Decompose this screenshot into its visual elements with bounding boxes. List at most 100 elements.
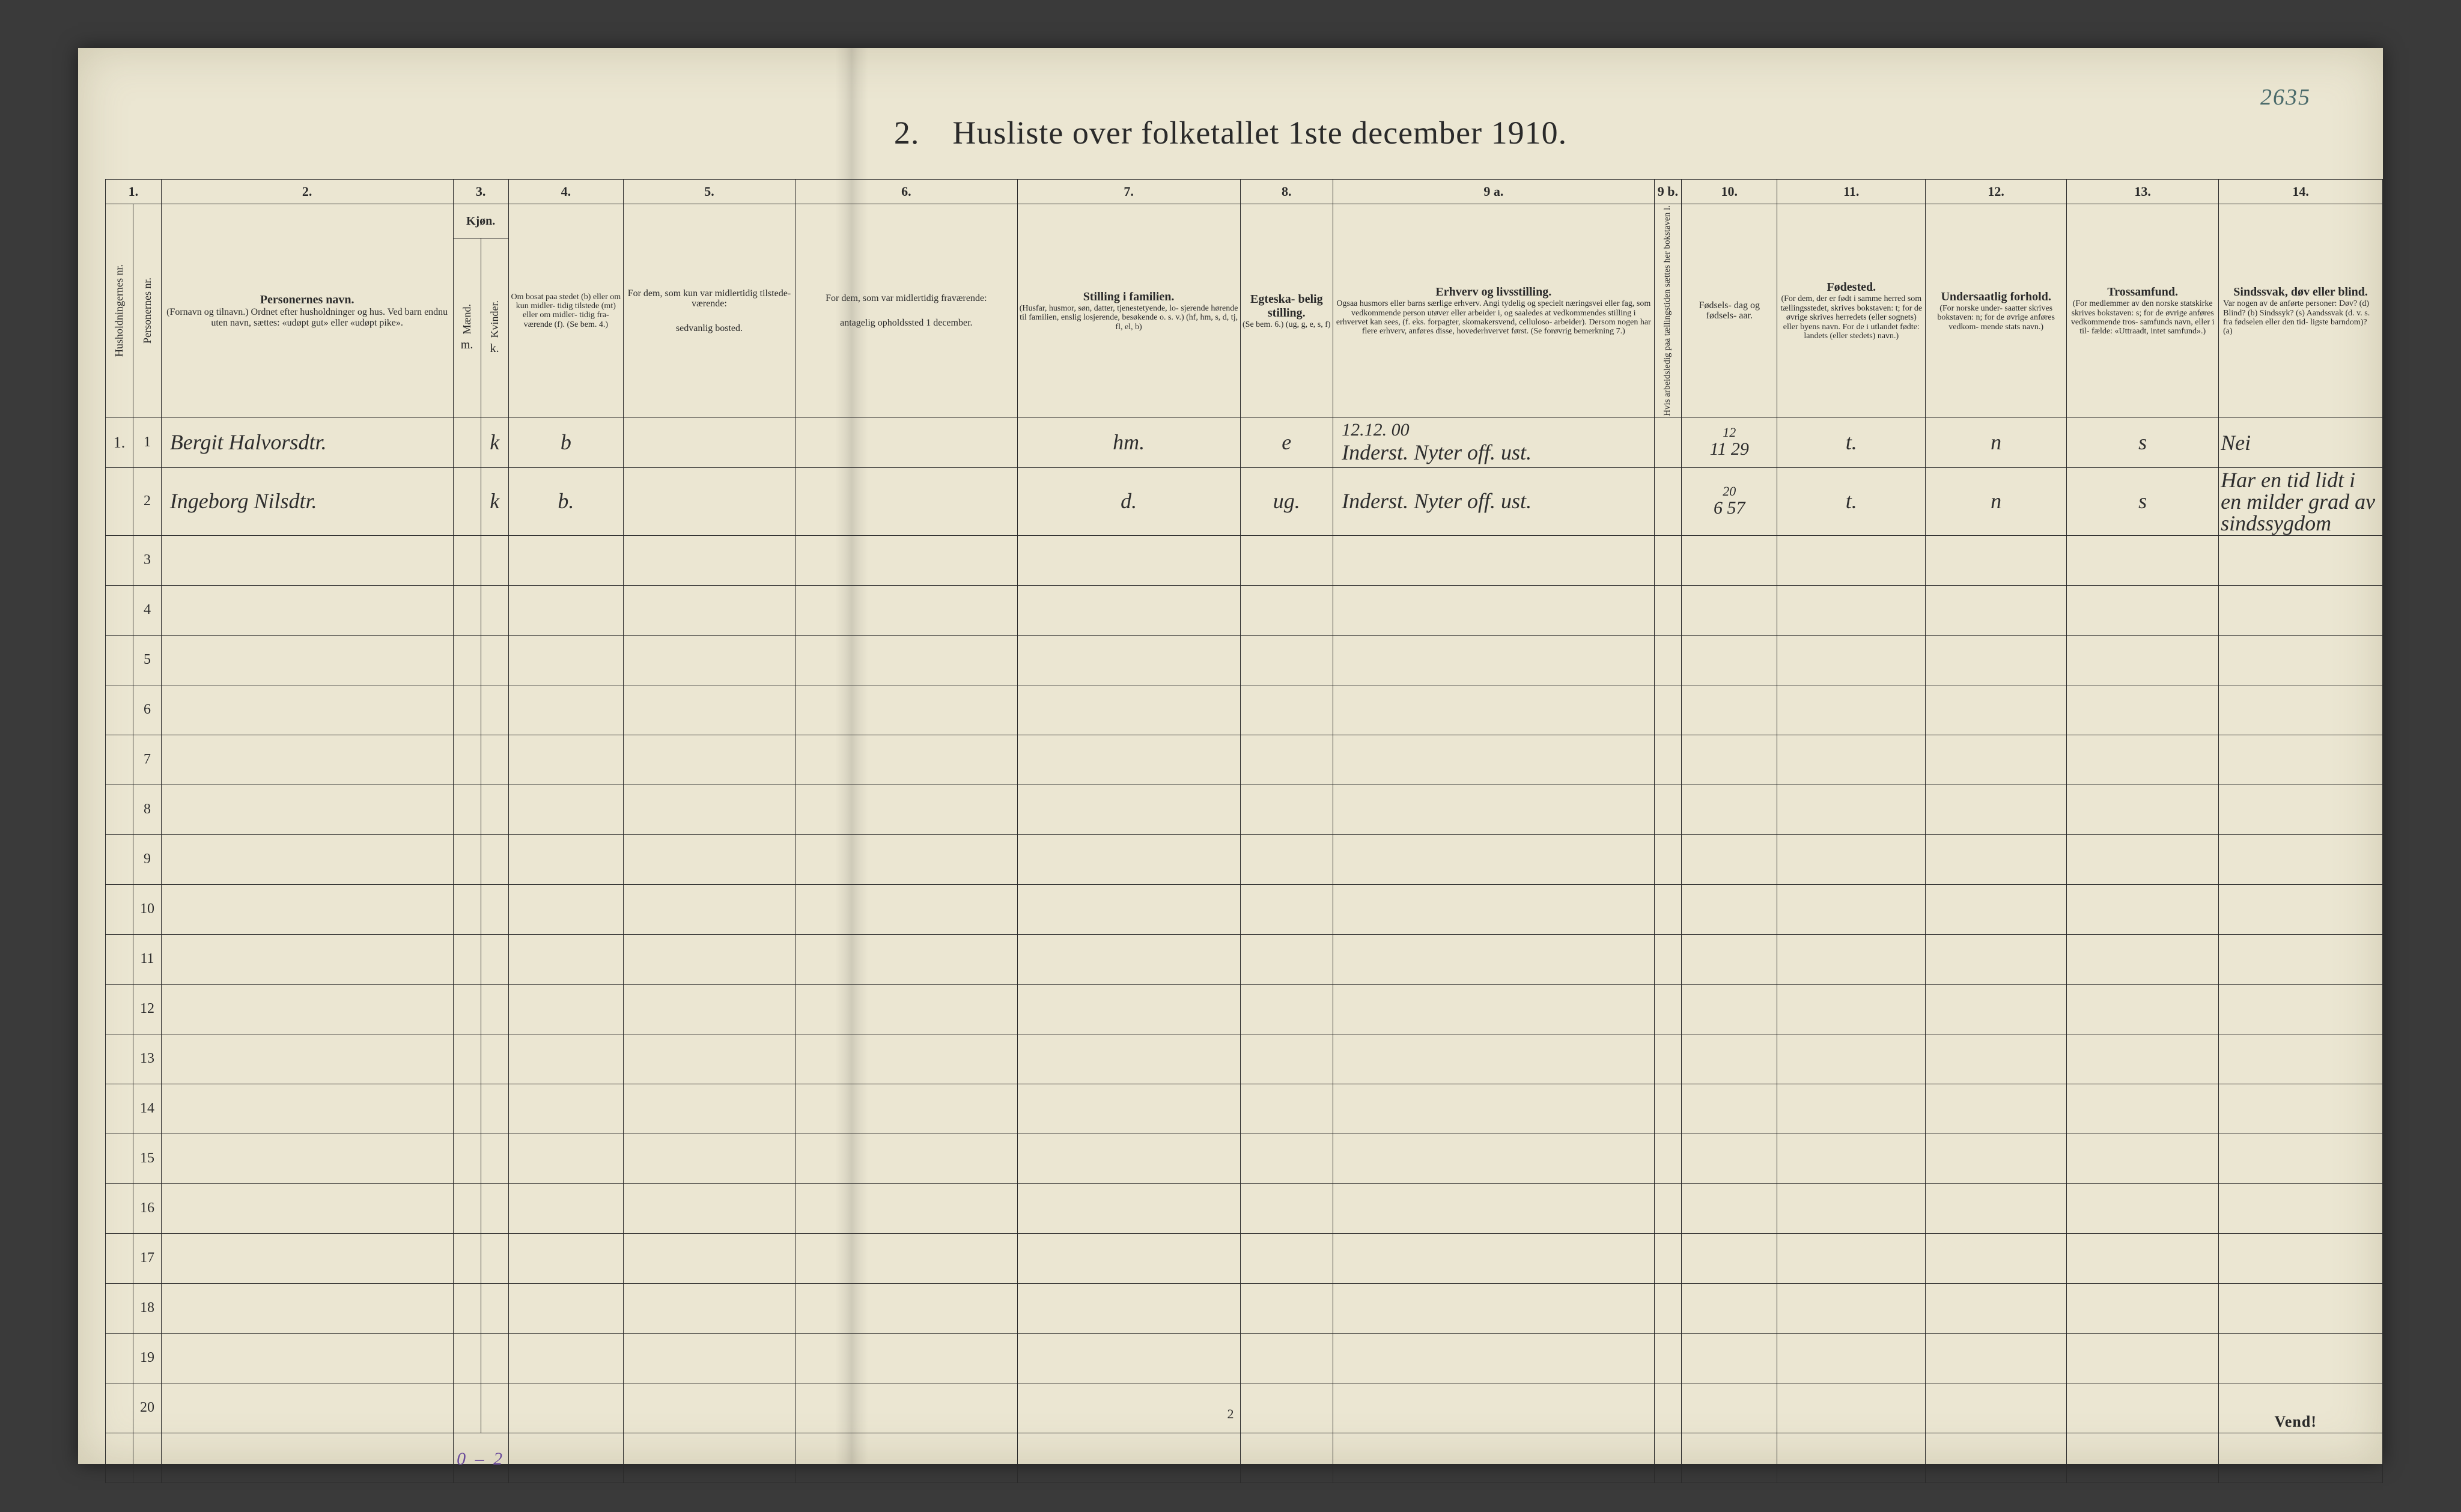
cell <box>106 535 133 585</box>
census-table: 1. 2. 3. 4. 5. 6. 7. 8. 9 a. 9 b. 10. 11… <box>105 179 2383 1483</box>
cell <box>453 685 481 735</box>
cell <box>481 884 508 934</box>
cell <box>1017 785 1240 834</box>
hdr-husholdning-nr: Husholdningernes nr. <box>106 204 133 418</box>
table-row: 13 <box>106 1034 2383 1084</box>
colnum-11: 11. <box>1777 180 1926 204</box>
cell <box>795 1333 1018 1383</box>
cell <box>481 785 508 834</box>
cell <box>1777 984 1926 1034</box>
cell <box>2067 535 2219 585</box>
table-row: 8 <box>106 785 2383 834</box>
cell-erhverv <box>1333 1283 1654 1333</box>
cell <box>1017 1183 1240 1233</box>
hdr-egteskab: Egteska- belig stilling. (Se bem. 6.) (u… <box>1240 204 1333 418</box>
cell <box>453 1283 481 1333</box>
cell-erhverv <box>1333 685 1654 735</box>
cell <box>795 585 1018 635</box>
table-row: 5 <box>106 635 2383 685</box>
cell <box>1777 884 1926 934</box>
cell-sinds: Nei <box>2219 417 2383 467</box>
cell <box>481 1183 508 1233</box>
cell: s <box>2067 417 2219 467</box>
cell <box>161 884 453 934</box>
table-row: 2Ingeborg Nilsdtr.kb.d.ug.Inderst. Nyter… <box>106 467 2383 535</box>
header-row: Husholdningernes nr. Personernes nr. Per… <box>106 204 2383 238</box>
cell <box>1017 834 1240 884</box>
cell <box>481 1084 508 1134</box>
table-row: 18 <box>106 1283 2383 1333</box>
hdr-kvinder: Kvinder. k. <box>481 238 508 418</box>
cell <box>623 735 795 785</box>
cell-fodt <box>1682 785 1777 834</box>
cell <box>1926 685 2067 735</box>
cell <box>1240 735 1333 785</box>
colnum-8: 8. <box>1240 180 1333 204</box>
cell <box>1777 1233 1926 1283</box>
cell-erhverv <box>1333 934 1654 984</box>
cell <box>795 934 1018 984</box>
cell <box>1240 1283 1333 1333</box>
table-row: 11 <box>106 934 2383 984</box>
cell <box>623 984 795 1034</box>
cell <box>623 467 795 535</box>
cell <box>508 685 623 735</box>
cell <box>453 884 481 934</box>
cell-sinds <box>2219 884 2383 934</box>
cell-erhverv <box>1333 1233 1654 1283</box>
cell <box>453 1084 481 1134</box>
cell <box>161 685 453 735</box>
table-row: 14 <box>106 1084 2383 1134</box>
cell-erhverv <box>1333 585 1654 635</box>
cell <box>795 1034 1018 1084</box>
cell <box>623 1183 795 1233</box>
hdr-f-opphold: For dem, som var midlertidig fraværende:… <box>795 204 1018 418</box>
cell <box>795 834 1018 884</box>
cell-person-nr: 4 <box>133 585 162 635</box>
cell <box>1777 785 1926 834</box>
page-foot-number: 2 <box>78 1406 2383 1422</box>
cell <box>1240 785 1333 834</box>
cell: k <box>481 467 508 535</box>
cell <box>481 984 508 1034</box>
hdr-erhverv: Erhverv og livsstilling. Ogsaa husmors e… <box>1333 204 1654 418</box>
cell <box>1926 1084 2067 1134</box>
cell <box>1777 1333 1926 1383</box>
cell <box>453 984 481 1034</box>
cell <box>508 1084 623 1134</box>
census-page: 2635 2. Husliste over folketallet 1ste d… <box>78 48 2383 1464</box>
cell <box>106 467 133 535</box>
cell-erhverv <box>1333 1183 1654 1233</box>
cell <box>1926 1034 2067 1084</box>
cell: d. <box>1017 467 1240 535</box>
cell <box>1654 417 1682 467</box>
cell <box>453 1034 481 1084</box>
cell-fodt <box>1682 834 1777 884</box>
cell <box>106 1034 133 1084</box>
cell <box>106 1084 133 1134</box>
cell <box>106 785 133 834</box>
cell-fodt: 1211 29 <box>1682 417 1777 467</box>
cell <box>481 1333 508 1383</box>
cell <box>1926 1183 2067 1233</box>
cell <box>1240 834 1333 884</box>
cell: Bergit Halvorsdtr. <box>161 417 453 467</box>
cell <box>481 1233 508 1283</box>
colnum-2: 2. <box>161 180 453 204</box>
table-row: 12 <box>106 984 2383 1034</box>
cell <box>1926 934 2067 984</box>
cell <box>1240 585 1333 635</box>
cell <box>1654 1034 1682 1084</box>
cell <box>2067 685 2219 735</box>
cell <box>161 1034 453 1084</box>
cell <box>1926 635 2067 685</box>
cell <box>1017 735 1240 785</box>
cell <box>623 1034 795 1084</box>
cell: n <box>1926 467 2067 535</box>
cell <box>1777 834 1926 884</box>
cell <box>161 635 453 685</box>
column-number-row: 1. 2. 3. 4. 5. 6. 7. 8. 9 a. 9 b. 10. 11… <box>106 180 2383 204</box>
hdr-mt-bosted: For dem, som kun var midlertidig tilsted… <box>623 204 795 418</box>
cell <box>481 1283 508 1333</box>
cell-fodt <box>1682 1034 1777 1084</box>
